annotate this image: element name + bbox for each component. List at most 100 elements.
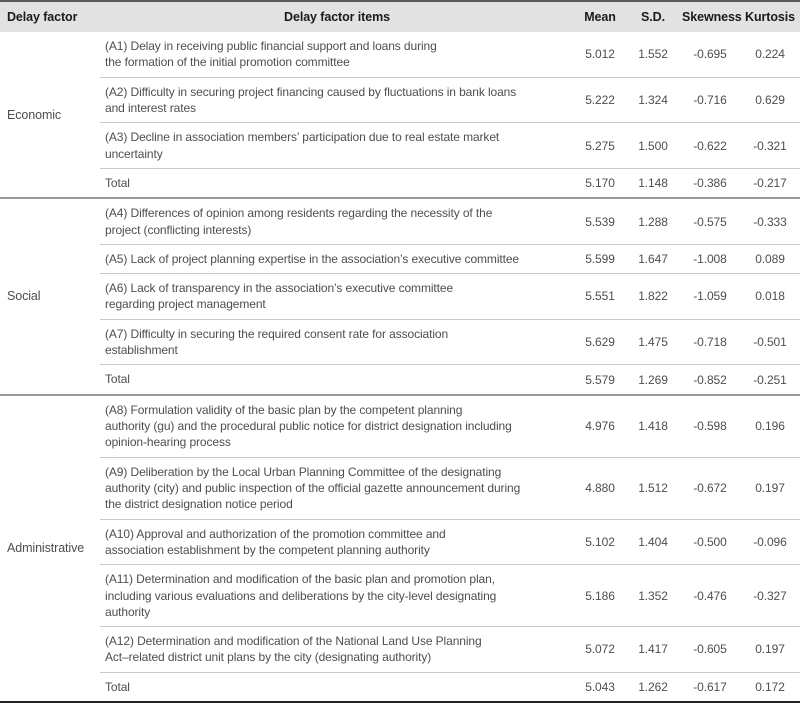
table-row: Administrative (A8) Formulation validity …	[0, 395, 800, 556]
item-text-cell: (A6) Lack of transparency in the associa…	[100, 273, 574, 320]
group-total-row: Total 5.043 1.262 -0.617 0.172	[0, 671, 800, 703]
skewness-value-cell: -1.059	[680, 273, 740, 320]
table-row: (A5) Lack of project planning expertise …	[0, 243, 800, 274]
factor-group-administrative: Administrative (A8) Formulation validity …	[0, 394, 800, 703]
skewness-value-cell: -0.476	[680, 564, 740, 627]
col-header-mean: Mean	[574, 1, 626, 32]
factor-group-social: Social (A4) Differences of opinion among …	[0, 198, 800, 395]
sd-value-cell: 1.512	[626, 456, 680, 520]
mean-value-cell: 5.072	[574, 626, 626, 673]
sd-value-cell: 1.324	[626, 76, 680, 123]
mean-value-cell: 5.551	[574, 273, 626, 320]
item-text-cell: (A4) Differences of opinion among reside…	[105, 206, 493, 237]
item-text-cell: (A9) Deliberation by the Local Urban Pla…	[100, 456, 574, 520]
skewness-value-cell: -0.575	[693, 214, 727, 229]
sd-value-cell: 1.418	[638, 419, 668, 434]
total-label-cell: Total	[100, 364, 574, 395]
col-header-skewness: Skewness	[680, 1, 742, 32]
item-text-cell: (A1) Delay in receiving public financial…	[105, 39, 437, 70]
mean-value-cell: 5.170	[574, 167, 626, 199]
kurtosis-value-cell: -0.251	[740, 364, 800, 395]
mean-value-cell: 5.579	[574, 364, 626, 395]
item-text-cell: (A5) Lack of project planning expertise …	[100, 243, 574, 274]
item-text-cell: (A3) Decline in association members’ par…	[100, 122, 574, 169]
table-row: (A12) Determination and modification of …	[0, 626, 800, 673]
skewness-value-cell: -0.852	[680, 364, 740, 395]
total-label-cell: Total	[100, 671, 574, 703]
kurtosis-value-cell: -0.333	[753, 214, 787, 229]
kurtosis-value-cell: 0.089	[740, 243, 800, 274]
header-row: Delay factor Delay factor items Mean S.D…	[0, 1, 800, 32]
sd-value-cell: 1.500	[626, 122, 680, 169]
sd-value-cell: 1.352	[626, 564, 680, 627]
skewness-value-cell: -0.718	[680, 318, 740, 365]
sd-value-cell: 1.552	[638, 47, 668, 62]
group-label: Social	[7, 289, 41, 304]
kurtosis-value-cell: 0.629	[740, 76, 800, 123]
kurtosis-value-cell: -0.327	[740, 564, 800, 627]
mean-value-cell: 5.222	[574, 76, 626, 123]
kurtosis-value-cell: 0.197	[740, 626, 800, 673]
sd-value-cell: 1.822	[626, 273, 680, 320]
factor-group-economic: Economic (A1) Delay in receiving public f…	[0, 32, 800, 199]
table-row: Social (A4) Differences of opinion among …	[0, 198, 800, 303]
skewness-value-cell: -0.598	[693, 419, 727, 434]
mean-value-cell: 5.043	[574, 671, 626, 703]
kurtosis-value-cell: 0.224	[755, 47, 785, 62]
col-header-sd: S.D.	[626, 1, 680, 32]
skewness-value-cell: -0.716	[680, 76, 740, 123]
mean-value-cell: 5.539	[585, 214, 615, 229]
item-text-cell: (A7) Difficulty in securing the required…	[100, 318, 574, 365]
skewness-value-cell: -0.622	[680, 122, 740, 169]
mean-value-cell: 5.275	[574, 122, 626, 169]
sd-value-cell: 1.417	[626, 626, 680, 673]
col-header-delay-factor-items: Delay factor items	[100, 1, 574, 32]
sd-value-cell: 1.288	[638, 214, 668, 229]
table-row: (A7) Difficulty in securing the required…	[0, 318, 800, 365]
table-row: (A10) Approval and authorization of the …	[0, 518, 800, 565]
kurtosis-value-cell: 0.196	[755, 419, 785, 434]
sd-value-cell: 1.262	[626, 671, 680, 703]
mean-value-cell: 4.976	[585, 419, 615, 434]
kurtosis-value-cell: -0.217	[740, 167, 800, 199]
kurtosis-value-cell: -0.501	[740, 318, 800, 365]
mean-value-cell: 5.186	[574, 564, 626, 627]
table-row: (A6) Lack of transparency in the associa…	[0, 273, 800, 320]
group-label: Economic	[7, 107, 62, 122]
skewness-value-cell: -0.695	[693, 47, 727, 62]
mean-value-cell: 5.102	[574, 518, 626, 565]
item-text-cell: (A12) Determination and modification of …	[100, 626, 574, 673]
table-header: Delay factor Delay factor items Mean S.D…	[0, 1, 800, 32]
item-text-cell: (A2) Difficulty in securing project fina…	[100, 76, 574, 123]
skewness-value-cell: -0.617	[680, 671, 740, 703]
group-total-row: Total 5.579 1.269 -0.852 -0.251	[0, 364, 800, 395]
item-text-cell: (A10) Approval and authorization of the …	[100, 518, 574, 565]
col-header-delay-factor: Delay factor	[0, 1, 100, 32]
table-row: (A11) Determination and modification of …	[0, 564, 800, 627]
skewness-value-cell: -0.605	[680, 626, 740, 673]
mean-value-cell: 5.629	[574, 318, 626, 365]
total-label-cell: Total	[100, 167, 574, 199]
kurtosis-value-cell: 0.018	[740, 273, 800, 320]
table-row: (A3) Decline in association members’ par…	[0, 122, 800, 169]
table-row: (A9) Deliberation by the Local Urban Pla…	[0, 456, 800, 520]
item-text-cell: (A11) Determination and modification of …	[100, 564, 574, 627]
kurtosis-value-cell: 0.172	[740, 671, 800, 703]
kurtosis-value-cell: 0.197	[740, 456, 800, 520]
group-label: Administrative	[7, 541, 85, 556]
skewness-value-cell: -0.672	[680, 456, 740, 520]
sd-value-cell: 1.475	[626, 318, 680, 365]
col-header-kurtosis: Kurtosis	[740, 1, 800, 32]
sd-value-cell: 1.148	[626, 167, 680, 199]
group-total-row: Total 5.170 1.148 -0.386 -0.217	[0, 167, 800, 199]
item-text-cell: (A8) Formulation validity of the basic p…	[105, 402, 512, 450]
table-row: (A2) Difficulty in securing project fina…	[0, 76, 800, 123]
mean-value-cell: 5.012	[585, 47, 615, 62]
table-row: Economic (A1) Delay in receiving public f…	[0, 32, 800, 122]
skewness-value-cell: -1.008	[680, 243, 740, 274]
skewness-value-cell: -0.386	[680, 167, 740, 199]
kurtosis-value-cell: -0.321	[740, 122, 800, 169]
mean-value-cell: 5.599	[574, 243, 626, 274]
kurtosis-value-cell: -0.096	[740, 518, 800, 565]
